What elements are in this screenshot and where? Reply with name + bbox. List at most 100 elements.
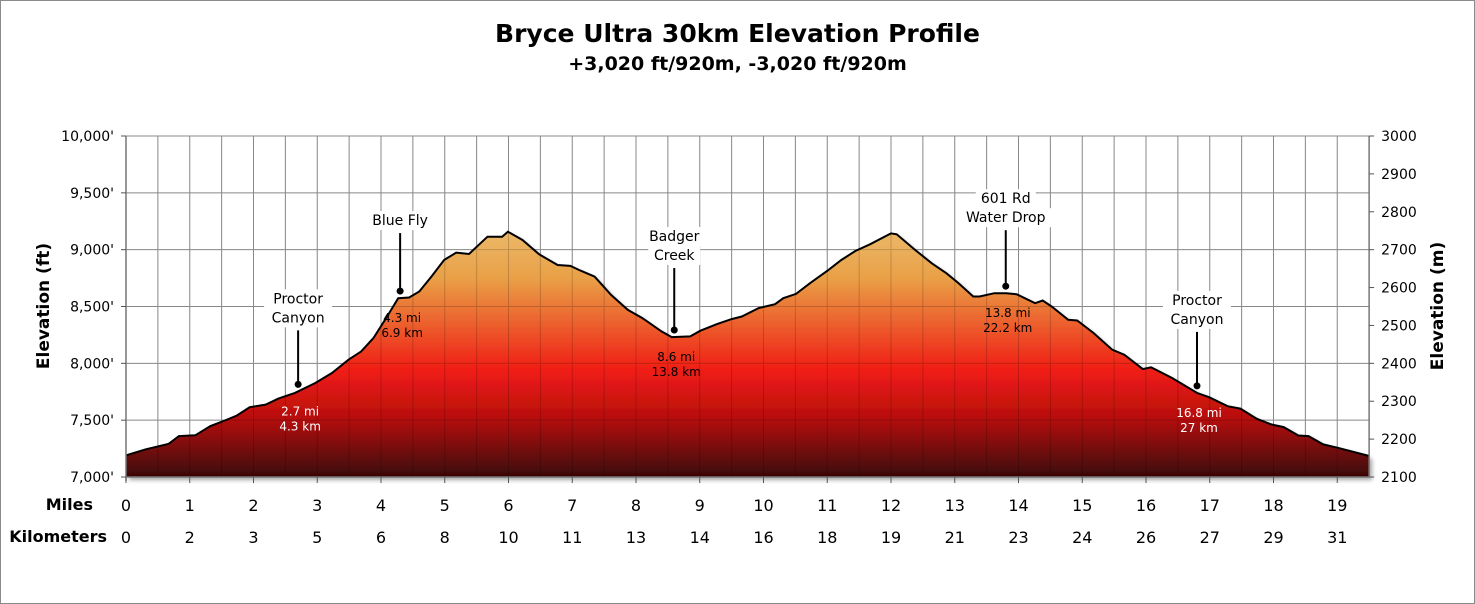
annotation-marker-dot [396, 287, 404, 295]
annotation-label-bg [959, 208, 1052, 228]
x-tick-label-km: 16 [753, 528, 773, 547]
y-tick-label-right: 2600 [1381, 281, 1417, 297]
x-tick-label-miles: 12 [881, 496, 901, 515]
x-tick-label-km: 6 [376, 528, 386, 547]
y-tick-label-right: 2200 [1381, 432, 1417, 448]
annotation-label-bg [1163, 290, 1231, 310]
x-tick-label-miles: 8 [631, 496, 641, 515]
y-tick-label-left: 9,500' [70, 186, 114, 202]
x-tick-label-km: 2 [185, 528, 195, 547]
annotation-name: Creek [654, 248, 695, 264]
x-tick-label-miles: 18 [1263, 496, 1283, 515]
x-tick-label-km: 29 [1263, 528, 1283, 547]
x-tick-label-miles: 6 [503, 496, 513, 515]
x-tick-label-miles: 9 [695, 496, 705, 515]
y-axis-label-right: Elevation (m) [1428, 242, 1448, 370]
annotation-mile-label: 4.3 mi [383, 311, 421, 325]
x-tick-label-km: 0 [121, 528, 131, 547]
annotation-km-label: 4.3 km [279, 419, 321, 433]
y-tick-label-right: 2500 [1381, 318, 1417, 334]
x-tick-label-miles: 7 [567, 496, 577, 515]
annotation-name: Canyon [1171, 312, 1224, 328]
annotation-marker-dot [1193, 382, 1201, 390]
annotation-name: 601 Rd [981, 191, 1031, 207]
x-tick-label-miles: 14 [1008, 496, 1028, 515]
x-tick-label-km: 31 [1327, 528, 1347, 547]
y-tick-label-left: 8,500' [70, 300, 114, 316]
x-tick-label-km: 10 [498, 528, 518, 547]
annotation-marker-dot [670, 326, 678, 334]
x-axis-label-km: Kilometers [9, 527, 107, 546]
y-axis-label-left: Elevation (ft) [34, 243, 54, 369]
annotation-label-bg [362, 211, 439, 231]
annotation-mile-label: 2.7 mi [281, 404, 319, 418]
x-tick-label-km: 14 [690, 528, 710, 547]
x-tick-label-km: 19 [881, 528, 901, 547]
y-tick-label-right: 2900 [1381, 167, 1417, 183]
annotation-label-bg [268, 308, 329, 328]
y-tick-label-left: 7,500' [70, 413, 114, 429]
annotation-km-label: 27 km [1180, 421, 1218, 435]
x-tick-label-km: 5 [312, 528, 322, 547]
x-tick-label-miles: 10 [753, 496, 773, 515]
x-tick-label-km: 23 [1008, 528, 1028, 547]
y-tick-label-left: 8,000' [70, 356, 114, 372]
x-tick-label-km: 8 [440, 528, 450, 547]
axes: 7,000' 7,500' 8,000' 8,500' 9,000' 9,500' 10,0… [61, 129, 1417, 547]
y-tick-label-left: 7,000' [70, 470, 114, 486]
x-tick-label-km: 13 [626, 528, 646, 547]
x-tick-label-km: 11 [562, 528, 582, 547]
annotation-mile-label: 13.8 mi [985, 306, 1031, 320]
x-tick-label-miles: 17 [1200, 496, 1220, 515]
y-tick-label-right: 2700 [1381, 243, 1417, 259]
annotation-name: Water Drop [966, 210, 1046, 226]
annotation-name: Proctor [1172, 293, 1222, 309]
y-tick-label-right: 2300 [1381, 394, 1417, 410]
y-tick-label-right: 2400 [1381, 356, 1417, 372]
annotation-km-label: 13.8 km [652, 365, 701, 379]
x-tick-label-miles: 2 [248, 496, 258, 515]
x-tick-label-miles: 3 [312, 496, 322, 515]
x-tick-label-km: 21 [945, 528, 965, 547]
annotation-label-bg [1167, 309, 1227, 329]
grid-overlay [126, 135, 1370, 478]
annotation-mile-label: 8.6 mi [657, 350, 695, 364]
annotation-km-label: 6.9 km [381, 326, 423, 340]
x-tick-label-miles: 5 [440, 496, 450, 515]
annotation-name: Proctor [273, 291, 323, 307]
x-tick-label-miles: 16 [1136, 496, 1156, 515]
annotation-label-bg [648, 245, 701, 265]
y-tick-label-right: 3000 [1381, 129, 1417, 145]
chart-title: Bryce Ultra 30km Elevation Profile [495, 19, 980, 48]
x-tick-label-miles: 4 [376, 496, 386, 515]
x-axis-label-miles: Miles [46, 495, 93, 514]
x-tick-label-km: 3 [248, 528, 258, 547]
annotation-name: Badger [649, 229, 700, 245]
x-tick-label-miles: 11 [817, 496, 837, 515]
y-tick-label-right: 2100 [1381, 470, 1417, 486]
x-tick-label-km: 24 [1072, 528, 1092, 547]
annotation-marker-dot [1002, 282, 1010, 290]
elevation-area [126, 231, 1370, 477]
x-tick-label-miles: 13 [945, 496, 965, 515]
annotation: Proctor Canyon 2.7 mi4.3 km [264, 289, 333, 433]
annotation-label-bg [644, 226, 705, 246]
annotation-mile-label: 16.8 mi [1176, 406, 1222, 420]
x-tick-label-miles: 19 [1327, 496, 1347, 515]
annotation-name: Blue Fly [372, 213, 428, 229]
x-tick-label-miles: 1 [185, 496, 195, 515]
annotation-marker-dot [294, 380, 302, 388]
elevation-line [125, 230, 1370, 457]
y-tick-label-left: 9,000' [70, 243, 114, 259]
y-tick-label-left: 10,000' [61, 129, 114, 145]
x-tick-label-km: 26 [1136, 528, 1156, 547]
x-tick-label-miles: 15 [1072, 496, 1092, 515]
chart-subtitle: +3,020 ft/920m, -3,020 ft/920m [568, 53, 907, 75]
annotation: Blue Fly 4.3 mi6.9 km [362, 211, 439, 340]
